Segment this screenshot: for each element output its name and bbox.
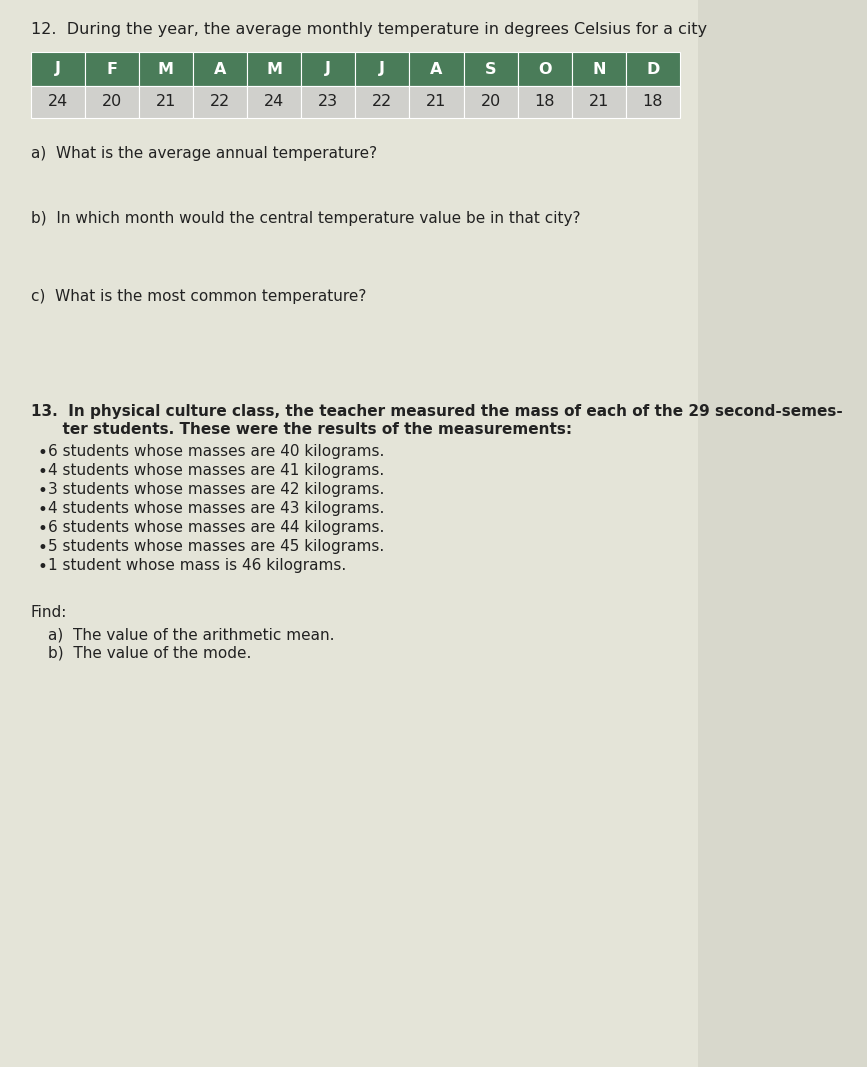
Text: 24: 24: [48, 95, 68, 110]
Text: 24: 24: [264, 95, 284, 110]
Bar: [139, 52, 193, 86]
Text: ter students. These were the results of the measurements:: ter students. These were the results of …: [30, 423, 571, 437]
Text: J: J: [55, 62, 61, 77]
Bar: [518, 86, 571, 118]
Bar: [626, 52, 680, 86]
Text: •: •: [37, 463, 47, 481]
Bar: [626, 86, 680, 118]
Bar: [30, 52, 85, 86]
Text: •: •: [37, 520, 47, 538]
Text: 23: 23: [318, 95, 338, 110]
Bar: [355, 86, 409, 118]
Text: 20: 20: [480, 95, 501, 110]
Text: 21: 21: [589, 95, 609, 110]
Text: J: J: [380, 62, 385, 77]
Text: 22: 22: [372, 95, 393, 110]
Bar: [301, 52, 355, 86]
Text: 5 students whose masses are 45 kilograms.: 5 students whose masses are 45 kilograms…: [49, 539, 385, 554]
Text: 18: 18: [534, 95, 555, 110]
Text: •: •: [37, 482, 47, 500]
Text: 13.  In physical culture class, the teacher measured the mass of each of the 29 : 13. In physical culture class, the teach…: [30, 404, 843, 419]
Text: 6 students whose masses are 44 kilograms.: 6 students whose masses are 44 kilograms…: [49, 520, 385, 535]
Bar: [409, 52, 464, 86]
Text: N: N: [592, 62, 605, 77]
Text: F: F: [107, 62, 117, 77]
Bar: [571, 86, 626, 118]
Text: 21: 21: [156, 95, 176, 110]
Bar: [85, 52, 139, 86]
Bar: [30, 86, 85, 118]
Text: 20: 20: [101, 95, 122, 110]
Bar: [85, 86, 139, 118]
Bar: [193, 52, 247, 86]
Bar: [247, 86, 301, 118]
Text: D: D: [646, 62, 660, 77]
Text: 12.  During the year, the average monthly temperature in degrees Celsius for a c: 12. During the year, the average monthly…: [30, 22, 707, 37]
Text: a)  What is the average annual temperature?: a) What is the average annual temperatur…: [30, 146, 376, 161]
Bar: [518, 52, 571, 86]
Text: 22: 22: [210, 95, 230, 110]
Text: c)  What is the most common temperature?: c) What is the most common temperature?: [30, 289, 366, 304]
Bar: [139, 86, 193, 118]
Bar: [193, 86, 247, 118]
Text: •: •: [37, 539, 47, 557]
Text: 4 students whose masses are 43 kilograms.: 4 students whose masses are 43 kilograms…: [49, 501, 385, 516]
Text: 3 students whose masses are 42 kilograms.: 3 students whose masses are 42 kilograms…: [49, 482, 385, 497]
Text: A: A: [430, 62, 443, 77]
Text: M: M: [266, 62, 282, 77]
Text: a)  The value of the arithmetic mean.: a) The value of the arithmetic mean.: [49, 627, 335, 642]
Text: •: •: [37, 558, 47, 576]
Text: •: •: [37, 501, 47, 519]
Text: O: O: [538, 62, 551, 77]
Bar: [409, 86, 464, 118]
Text: S: S: [485, 62, 496, 77]
Text: 1 student whose mass is 46 kilograms.: 1 student whose mass is 46 kilograms.: [49, 558, 347, 573]
Text: •: •: [37, 444, 47, 462]
Text: 4 students whose masses are 41 kilograms.: 4 students whose masses are 41 kilograms…: [49, 463, 385, 478]
Text: M: M: [158, 62, 174, 77]
FancyBboxPatch shape: [0, 0, 698, 1067]
Bar: [571, 52, 626, 86]
Text: Find:: Find:: [30, 605, 67, 620]
Text: A: A: [214, 62, 226, 77]
Bar: [301, 86, 355, 118]
Text: 6 students whose masses are 40 kilograms.: 6 students whose masses are 40 kilograms…: [49, 444, 385, 459]
Text: b)  In which month would the central temperature value be in that city?: b) In which month would the central temp…: [30, 211, 580, 226]
Text: 21: 21: [427, 95, 447, 110]
Text: 18: 18: [642, 95, 663, 110]
Text: b)  The value of the mode.: b) The value of the mode.: [49, 646, 251, 660]
Bar: [355, 52, 409, 86]
Bar: [464, 86, 518, 118]
Text: J: J: [325, 62, 331, 77]
Bar: [464, 52, 518, 86]
Bar: [247, 52, 301, 86]
